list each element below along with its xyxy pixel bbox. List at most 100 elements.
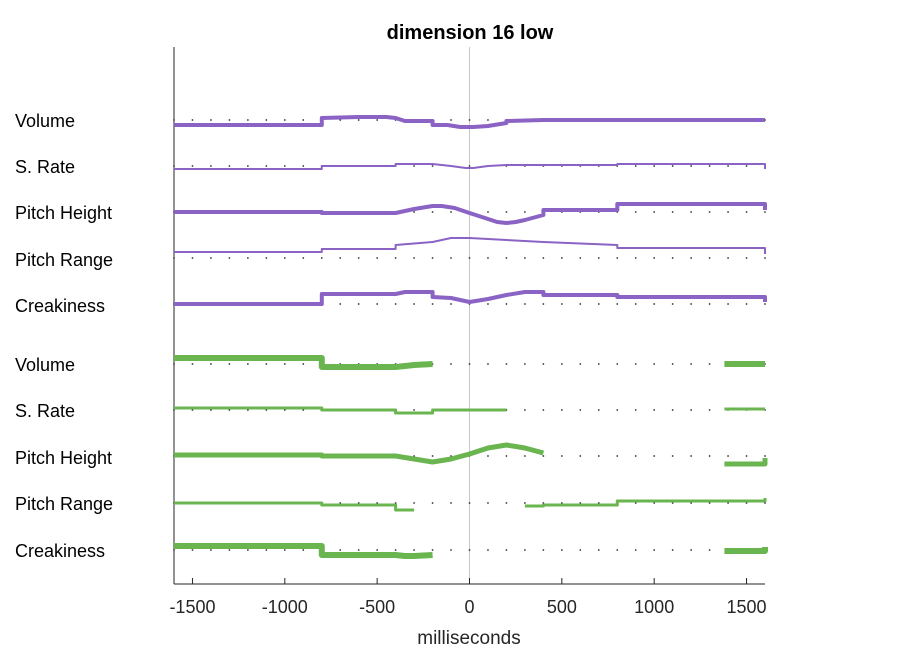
baseline-dot xyxy=(450,257,452,259)
baseline-dot xyxy=(597,455,600,457)
series-line xyxy=(174,163,766,170)
baseline-dot xyxy=(560,303,563,305)
baseline-dot xyxy=(616,303,619,305)
baseline-dot xyxy=(671,257,674,259)
baseline-dot xyxy=(413,257,415,259)
baseline-dot xyxy=(339,119,342,121)
baseline-dot xyxy=(671,502,674,504)
baseline-dot xyxy=(634,549,637,551)
baseline-dot xyxy=(764,211,766,213)
baseline-dot xyxy=(671,165,674,167)
baseline-dot xyxy=(597,303,600,305)
baseline-dot xyxy=(173,549,175,551)
chart-title: dimension 16 low xyxy=(387,22,554,44)
baseline-dot xyxy=(173,257,175,259)
baseline-dot xyxy=(431,165,434,167)
baseline-dot xyxy=(228,549,231,551)
baseline-dot xyxy=(283,409,286,411)
baseline-dot xyxy=(708,211,711,213)
baseline-dot xyxy=(413,409,415,411)
baseline-dot xyxy=(579,257,582,259)
baseline-dot xyxy=(524,211,526,213)
baseline-dot xyxy=(505,257,508,259)
baseline-dot xyxy=(524,502,526,504)
baseline-dot xyxy=(671,303,674,305)
baseline-dot xyxy=(560,363,563,365)
baseline-dot xyxy=(542,455,545,457)
baseline-dot xyxy=(524,455,526,457)
baseline-dot xyxy=(764,303,766,305)
baseline-dot xyxy=(542,257,545,259)
baseline-dot xyxy=(634,502,637,504)
baseline-dot xyxy=(764,455,766,457)
baseline-dot xyxy=(597,502,600,504)
baseline-dot xyxy=(487,257,489,259)
baseline-dot xyxy=(450,363,452,365)
baseline-dot xyxy=(228,165,231,167)
baseline-dot xyxy=(431,502,434,504)
baseline-dot xyxy=(505,502,508,504)
baseline-dot xyxy=(542,409,545,411)
baseline-dot xyxy=(228,409,231,411)
baseline-dot xyxy=(191,363,194,365)
baseline-dot xyxy=(487,303,489,305)
x-tick-label: 1500 xyxy=(727,597,767,617)
baseline-dot xyxy=(265,165,268,167)
x-tick-label: -1000 xyxy=(262,597,308,617)
baseline-dot xyxy=(450,549,452,551)
baseline-dot xyxy=(505,303,508,305)
baseline-dot xyxy=(487,211,489,213)
baseline-dot xyxy=(671,455,674,457)
baseline-dot xyxy=(653,363,656,365)
baseline-dot xyxy=(690,502,693,504)
baseline-dot xyxy=(690,455,693,457)
baseline-dot xyxy=(283,119,286,121)
baseline-dot xyxy=(265,549,268,551)
baseline-dot xyxy=(745,303,748,305)
baseline-dot xyxy=(671,549,674,551)
series-line xyxy=(174,501,415,512)
baseline-dot xyxy=(616,409,619,411)
baseline-dot xyxy=(468,165,471,167)
baseline-dot xyxy=(450,502,452,504)
baseline-dot xyxy=(413,502,415,504)
baseline-dot xyxy=(653,409,656,411)
baseline-dot xyxy=(616,363,619,365)
baseline-dot xyxy=(634,455,637,457)
baseline-dot xyxy=(745,455,748,457)
baseline-dot xyxy=(357,257,360,259)
baseline-dot xyxy=(302,363,305,365)
baseline-dot xyxy=(634,363,637,365)
series-line xyxy=(724,458,768,467)
series-line xyxy=(174,543,433,559)
baseline-dot xyxy=(339,257,342,259)
baseline-dot xyxy=(764,502,766,504)
baseline-dot xyxy=(616,455,619,457)
baseline-dot xyxy=(579,409,582,411)
baseline-dot xyxy=(283,363,286,365)
baseline-dot xyxy=(468,363,471,365)
baseline-dot xyxy=(357,549,360,551)
baseline-dot xyxy=(727,502,729,504)
baseline-dot xyxy=(671,211,674,213)
baseline-dot xyxy=(210,549,212,551)
baseline-dot xyxy=(653,455,656,457)
baseline-dot xyxy=(173,165,175,167)
baseline-dot xyxy=(597,409,600,411)
row-label: Pitch Range xyxy=(15,494,113,514)
baseline-dot xyxy=(339,303,342,305)
baseline-dot xyxy=(431,303,434,305)
baseline-dot xyxy=(468,502,471,504)
baseline-dot xyxy=(431,455,434,457)
baseline-dot xyxy=(653,211,656,213)
baseline-dot xyxy=(579,549,582,551)
series-line xyxy=(174,290,767,306)
baseline-dot xyxy=(413,303,415,305)
baseline-dot xyxy=(579,303,582,305)
baseline-dot xyxy=(745,211,748,213)
baseline-dot xyxy=(376,303,379,305)
baseline-dot xyxy=(505,211,508,213)
baseline-dot xyxy=(708,549,711,551)
baseline-dot xyxy=(357,502,360,504)
